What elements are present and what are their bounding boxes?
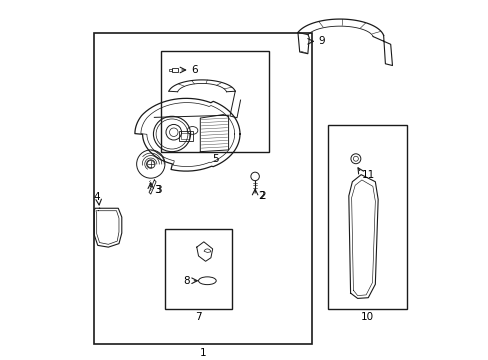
Text: 3: 3 — [155, 185, 162, 194]
Text: 2: 2 — [259, 191, 265, 201]
Text: 11: 11 — [362, 170, 375, 180]
Text: 1: 1 — [199, 348, 206, 358]
Text: 8: 8 — [183, 276, 189, 286]
Bar — [179, 131, 192, 141]
Bar — [169, 68, 172, 71]
Text: 5: 5 — [212, 154, 218, 165]
Text: 9: 9 — [318, 36, 325, 46]
Bar — [181, 133, 189, 139]
Text: 7: 7 — [195, 312, 202, 322]
Text: 10: 10 — [360, 312, 373, 322]
Bar — [94, 33, 311, 345]
Text: 2: 2 — [258, 191, 264, 201]
Text: 3: 3 — [154, 185, 161, 194]
Bar — [172, 68, 178, 72]
Bar — [327, 125, 407, 309]
Text: 6: 6 — [191, 65, 198, 75]
Text: 4: 4 — [93, 192, 100, 202]
Bar — [161, 51, 269, 152]
Bar — [164, 229, 232, 309]
